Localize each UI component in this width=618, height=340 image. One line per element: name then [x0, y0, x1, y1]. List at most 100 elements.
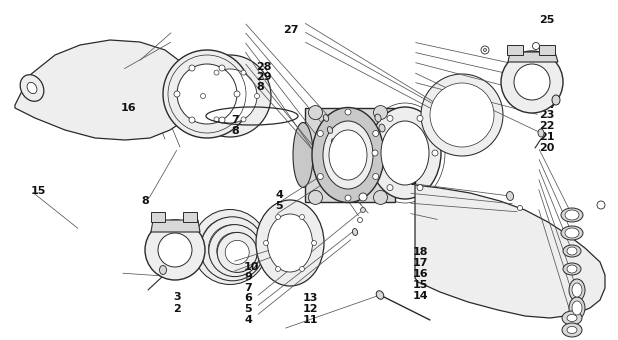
Ellipse shape	[276, 215, 281, 220]
Ellipse shape	[200, 94, 206, 99]
Text: 27: 27	[283, 25, 298, 35]
Ellipse shape	[263, 240, 268, 245]
Text: 4: 4	[275, 190, 283, 200]
Text: 4: 4	[244, 314, 252, 325]
Text: 13: 13	[303, 293, 318, 303]
Ellipse shape	[200, 218, 260, 276]
Text: 16: 16	[121, 103, 136, 113]
Ellipse shape	[562, 323, 582, 337]
Ellipse shape	[336, 151, 341, 157]
Ellipse shape	[268, 214, 313, 272]
Text: 3: 3	[173, 292, 180, 303]
Text: 24: 24	[539, 100, 554, 110]
Ellipse shape	[300, 215, 305, 220]
Ellipse shape	[481, 46, 489, 54]
Ellipse shape	[328, 126, 332, 133]
Text: 12: 12	[303, 304, 318, 314]
Ellipse shape	[569, 297, 585, 319]
Text: 16: 16	[413, 269, 428, 279]
Ellipse shape	[189, 55, 271, 137]
Text: 8: 8	[232, 126, 240, 136]
Ellipse shape	[158, 233, 192, 267]
Ellipse shape	[317, 173, 323, 180]
Ellipse shape	[345, 109, 351, 115]
Ellipse shape	[174, 91, 180, 97]
Ellipse shape	[276, 267, 281, 271]
Text: 21: 21	[539, 132, 554, 142]
Ellipse shape	[192, 209, 268, 285]
Ellipse shape	[437, 93, 495, 151]
Text: 14: 14	[413, 291, 428, 301]
Ellipse shape	[217, 233, 253, 269]
Ellipse shape	[567, 314, 577, 322]
Ellipse shape	[214, 117, 219, 122]
Polygon shape	[507, 45, 523, 55]
Ellipse shape	[387, 115, 393, 121]
Text: 6: 6	[244, 293, 252, 303]
Ellipse shape	[203, 69, 257, 123]
Ellipse shape	[446, 102, 491, 149]
Ellipse shape	[514, 64, 550, 100]
Ellipse shape	[421, 74, 503, 156]
Text: 7: 7	[408, 167, 416, 177]
Ellipse shape	[567, 265, 577, 273]
Polygon shape	[151, 212, 165, 222]
Ellipse shape	[381, 121, 429, 185]
Ellipse shape	[438, 92, 490, 144]
Ellipse shape	[454, 112, 482, 139]
Text: 19: 19	[408, 157, 423, 167]
Ellipse shape	[552, 95, 560, 105]
Text: 7: 7	[232, 115, 240, 125]
Ellipse shape	[311, 240, 316, 245]
Polygon shape	[539, 45, 555, 55]
Polygon shape	[305, 108, 395, 202]
Ellipse shape	[308, 106, 323, 120]
Ellipse shape	[507, 191, 514, 201]
Ellipse shape	[256, 200, 324, 286]
Ellipse shape	[219, 65, 225, 71]
Ellipse shape	[200, 217, 265, 281]
Ellipse shape	[567, 326, 577, 334]
Text: 29: 29	[256, 71, 272, 82]
Ellipse shape	[312, 107, 384, 203]
Text: 9: 9	[244, 272, 252, 282]
Ellipse shape	[429, 84, 499, 153]
Text: 11: 11	[303, 314, 318, 325]
Ellipse shape	[572, 301, 582, 315]
Ellipse shape	[241, 70, 246, 75]
Ellipse shape	[417, 185, 423, 191]
Ellipse shape	[373, 106, 387, 120]
Ellipse shape	[209, 225, 261, 277]
Ellipse shape	[597, 201, 605, 209]
Ellipse shape	[561, 208, 583, 222]
Text: 15: 15	[413, 280, 428, 290]
Ellipse shape	[563, 245, 581, 257]
Ellipse shape	[357, 218, 363, 222]
Ellipse shape	[383, 122, 403, 187]
Ellipse shape	[517, 205, 522, 210]
Ellipse shape	[561, 226, 583, 240]
Text: 23: 23	[539, 110, 554, 120]
Ellipse shape	[20, 75, 44, 101]
Ellipse shape	[359, 193, 367, 201]
Ellipse shape	[565, 210, 579, 220]
Polygon shape	[183, 212, 197, 222]
Ellipse shape	[293, 122, 313, 187]
Ellipse shape	[177, 64, 237, 124]
Text: 18: 18	[413, 247, 428, 257]
Ellipse shape	[360, 207, 365, 212]
Text: 2: 2	[173, 304, 181, 314]
Ellipse shape	[369, 107, 441, 199]
Text: 8: 8	[256, 82, 265, 92]
Text: 20: 20	[539, 143, 554, 153]
Ellipse shape	[234, 91, 240, 97]
Text: 8: 8	[141, 195, 149, 206]
Ellipse shape	[563, 263, 581, 275]
Ellipse shape	[241, 117, 246, 122]
Text: 25: 25	[539, 15, 554, 26]
Text: 28: 28	[256, 62, 272, 72]
Text: 17: 17	[413, 258, 428, 268]
Text: 10: 10	[244, 262, 260, 272]
Ellipse shape	[331, 139, 337, 146]
Text: 5: 5	[275, 201, 282, 211]
